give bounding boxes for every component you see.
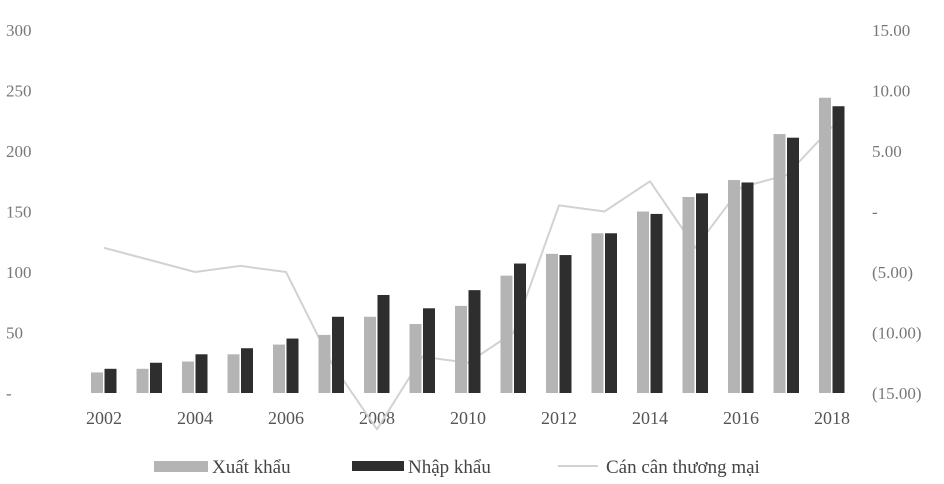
bar-import [650, 213, 663, 393]
right-axis: 15.00 10.00 5.00 - (5.00) (10.00) (15.00) [872, 21, 922, 403]
bar-import [150, 362, 162, 393]
legend-label-balance: Cán cân thương mại [606, 457, 760, 478]
bar-export [682, 196, 695, 393]
right-axis-tick-label: 10.00 [872, 82, 910, 101]
bar-export [591, 233, 604, 393]
bar-export [637, 211, 649, 393]
bar-export [91, 372, 103, 393]
bar-import [514, 263, 526, 393]
bar-import [286, 338, 299, 393]
trade-balance-line-layer [103, 126, 833, 431]
right-axis-tick-label: (10.00) [872, 324, 922, 343]
x-axis-tick-label: 2002 [86, 408, 122, 428]
left-axis-tick-label: 150 [6, 203, 32, 222]
trade-balance-line [103, 126, 833, 431]
bar-import [332, 316, 344, 393]
right-axis-tick-label: - [872, 203, 878, 222]
bar-import [787, 137, 799, 393]
legend-swatch-export [154, 461, 208, 472]
bar-import [605, 233, 617, 393]
bar-export [364, 316, 376, 393]
bar-import [195, 354, 208, 393]
bar-import [104, 368, 117, 393]
bar-export [136, 368, 149, 393]
right-axis-tick-label: 15.00 [872, 21, 910, 40]
left-axis: 300 250 200 150 100 50 - [6, 21, 32, 403]
bar-export [318, 334, 331, 393]
right-axis-tick-label: (5.00) [872, 263, 913, 282]
legend: Xuất khẩu Nhập khẩu Cán cân thương mại [154, 457, 760, 478]
left-axis-tick-label: 250 [6, 82, 32, 101]
bar-export [409, 324, 422, 393]
left-axis-tick-label: 200 [6, 142, 32, 161]
left-axis-tick-label: 100 [6, 263, 32, 282]
x-axis-tick-label: 2012 [541, 408, 577, 428]
bar-export [455, 305, 467, 393]
legend-label-export: Xuất khẩu [212, 457, 291, 478]
bar-import [468, 290, 481, 393]
x-axis: 2002 2004 2006 2008 2010 2012 2014 2016 2018 [86, 408, 850, 428]
bar-export [728, 180, 740, 393]
right-axis-tick-label: 5.00 [872, 142, 902, 161]
bar-import [559, 255, 572, 393]
right-axis-tick-label: (15.00) [872, 384, 922, 403]
bar-import [696, 193, 708, 393]
bar-export [819, 97, 831, 393]
x-axis-tick-label: 2010 [450, 408, 486, 428]
bar-import [423, 308, 435, 393]
left-axis-tick-label: 50 [6, 324, 23, 343]
bar-layer [91, 97, 845, 393]
bar-export [773, 134, 786, 393]
bar-export [227, 354, 240, 393]
left-axis-tick-label: - [6, 384, 12, 403]
bar-import [832, 106, 845, 393]
x-axis-tick-label: 2016 [723, 408, 759, 428]
x-axis-tick-label: 2008 [359, 408, 395, 428]
legend-label-import: Nhập khẩu [408, 457, 491, 478]
x-axis-tick-label: 2014 [632, 408, 668, 428]
bar-import [741, 182, 754, 393]
bar-export [182, 361, 194, 393]
bar-export [546, 253, 558, 393]
x-axis-tick-label: 2004 [177, 408, 213, 428]
legend-swatch-import [352, 461, 404, 471]
bar-import [241, 348, 253, 393]
x-axis-tick-label: 2018 [814, 408, 850, 428]
bar-export [273, 344, 285, 393]
bar-export [500, 275, 513, 393]
bar-import [377, 294, 390, 393]
left-axis-tick-label: 300 [6, 21, 32, 40]
x-axis-tick-label: 2006 [268, 408, 304, 428]
